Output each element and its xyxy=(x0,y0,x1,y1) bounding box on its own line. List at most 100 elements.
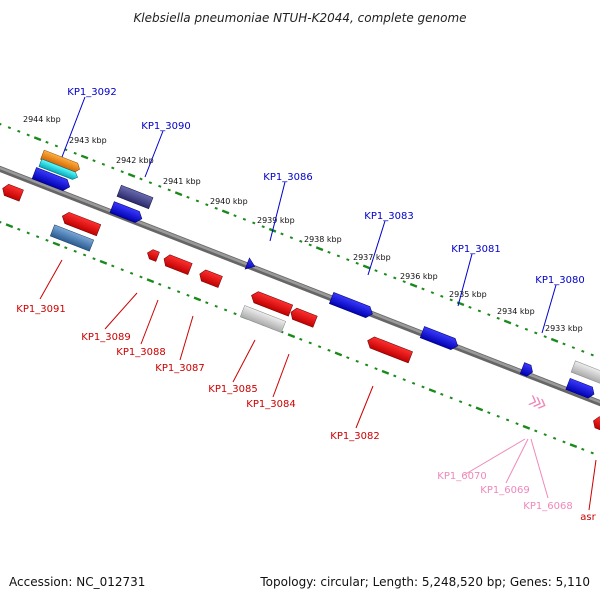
minor-tick xyxy=(92,159,96,163)
minor-tick xyxy=(299,337,303,341)
kbp-label: 2936 kbp xyxy=(400,272,438,281)
gene-pink-cluster[interactable] xyxy=(528,394,547,410)
major-tick xyxy=(362,264,371,270)
page-title: Klebsiella pneumoniae NTUH-K2044, comple… xyxy=(133,11,466,25)
gene-small-blue[interactable] xyxy=(519,362,535,378)
minor-tick xyxy=(242,217,247,221)
gene-gray-right[interactable] xyxy=(570,360,600,386)
minor-tick xyxy=(308,341,312,345)
minor-tick xyxy=(581,349,585,353)
gene-label-plus[interactable]: KP1_3092 xyxy=(67,87,116,98)
gene-label-pseudo[interactable]: KP1_6069 xyxy=(480,485,529,496)
gene-label-minus[interactable]: KP1_3089 xyxy=(81,332,130,343)
major-tick xyxy=(381,369,390,375)
minor-tick xyxy=(167,188,171,192)
minor-tick xyxy=(289,236,294,240)
minor-tick xyxy=(176,290,181,294)
gene-label-plus[interactable]: KP1_3081 xyxy=(451,244,500,255)
minor-tick xyxy=(421,385,425,389)
kbp-label: 2941 kbp xyxy=(163,177,201,186)
gene-kp1-3090[interactable] xyxy=(109,201,144,225)
gene-kp1-3085[interactable] xyxy=(239,305,287,333)
gene-navy[interactable] xyxy=(116,184,154,210)
gene-kp1-3085-red[interactable] xyxy=(249,290,294,317)
kbp-label: 2934 kbp xyxy=(497,307,535,316)
gene-orange-top[interactable] xyxy=(40,149,82,174)
minor-tick xyxy=(233,214,237,218)
minor-tick xyxy=(468,403,472,407)
minor-tick xyxy=(496,316,500,320)
major-tick xyxy=(146,278,155,284)
minor-tick xyxy=(139,275,143,279)
minor-tick xyxy=(261,225,265,229)
minor-tick xyxy=(364,363,369,367)
major-tick xyxy=(174,191,183,197)
gene-kp1-3092[interactable] xyxy=(31,167,72,193)
major-tick xyxy=(522,424,531,430)
gene-labels: KP1_3092 KP1_3090 KP1_3086 KP1_3083 KP1_… xyxy=(16,87,596,523)
minor-tick xyxy=(167,286,171,290)
gene-kp1-3081[interactable] xyxy=(419,326,460,352)
minor-tick xyxy=(393,276,397,280)
gene-label-minus[interactable]: KP1_3091 xyxy=(16,304,65,315)
minor-tick xyxy=(158,282,162,286)
minor-tick xyxy=(299,239,303,243)
minor-tick xyxy=(449,396,453,400)
gene-label-minus[interactable]: KP1_3085 xyxy=(208,384,257,395)
gene-label-plus[interactable]: KP1_3080 xyxy=(535,275,584,286)
minor-tick xyxy=(355,261,359,265)
minor-tick xyxy=(195,199,200,203)
minor-tick xyxy=(571,346,576,350)
minor-tick xyxy=(327,348,331,352)
major-tick xyxy=(221,209,230,215)
minor-tick xyxy=(120,268,124,272)
minor-tick xyxy=(402,378,406,382)
minor-tick xyxy=(411,381,416,385)
gene-kp1-3087[interactable] xyxy=(198,268,223,288)
minor-tick xyxy=(252,221,256,225)
gene-kp1-3089[interactable] xyxy=(146,248,160,262)
gene-label-pseudo[interactable]: KP1_6068 xyxy=(523,501,572,512)
gene-red-left[interactable] xyxy=(1,183,24,202)
gene-label-plus[interactable]: KP1_3086 xyxy=(263,172,312,183)
gene-label-minus[interactable]: asr xyxy=(580,512,596,523)
minor-tick xyxy=(205,301,209,305)
minor-tick xyxy=(111,264,115,268)
minor-tick xyxy=(374,269,378,273)
minor-tick xyxy=(214,304,218,308)
minor-tick xyxy=(186,195,190,199)
genome-backbone xyxy=(0,165,600,407)
minor-tick xyxy=(327,250,331,254)
gene-cyan[interactable] xyxy=(38,158,79,181)
minor-tick xyxy=(26,231,30,235)
major-tick xyxy=(409,282,418,288)
gene-kp1-3086[interactable] xyxy=(244,257,257,272)
minor-tick xyxy=(487,313,491,317)
kbp-label: 2942 kbp xyxy=(116,156,154,165)
gene-kp1-3091[interactable] xyxy=(49,224,95,252)
minor-tick xyxy=(524,327,529,331)
gene-red-1[interactable] xyxy=(60,211,102,237)
minor-tick xyxy=(562,440,566,444)
gene-kp1-3083[interactable] xyxy=(328,292,374,319)
gene-kp1-3080[interactable] xyxy=(565,378,596,399)
minor-tick xyxy=(552,436,557,440)
gene-label-plus[interactable]: KP1_3083 xyxy=(364,211,413,222)
gene-label-minus[interactable]: KP1_3084 xyxy=(246,399,295,410)
gene-label-minus[interactable]: KP1_3082 xyxy=(330,431,379,442)
gene-label-minus[interactable]: KP1_3087 xyxy=(155,363,204,374)
gene-kp1-3088[interactable] xyxy=(162,253,193,275)
gene-kp1-3082[interactable] xyxy=(365,335,413,364)
gene-label-minus[interactable]: KP1_3088 xyxy=(116,347,165,358)
minor-tick xyxy=(17,227,21,231)
gene-label-plus[interactable]: KP1_3090 xyxy=(141,121,190,132)
minor-tick xyxy=(308,243,312,247)
minor-tick xyxy=(129,271,134,275)
gene-red-edge[interactable] xyxy=(591,415,600,432)
minor-tick xyxy=(590,451,594,455)
minor-tick xyxy=(0,220,2,224)
gene-kp1-3084[interactable] xyxy=(289,307,318,328)
minor-tick xyxy=(355,359,359,363)
gene-label-pseudo[interactable]: KP1_6070 xyxy=(437,471,486,482)
major-tick xyxy=(550,337,559,343)
